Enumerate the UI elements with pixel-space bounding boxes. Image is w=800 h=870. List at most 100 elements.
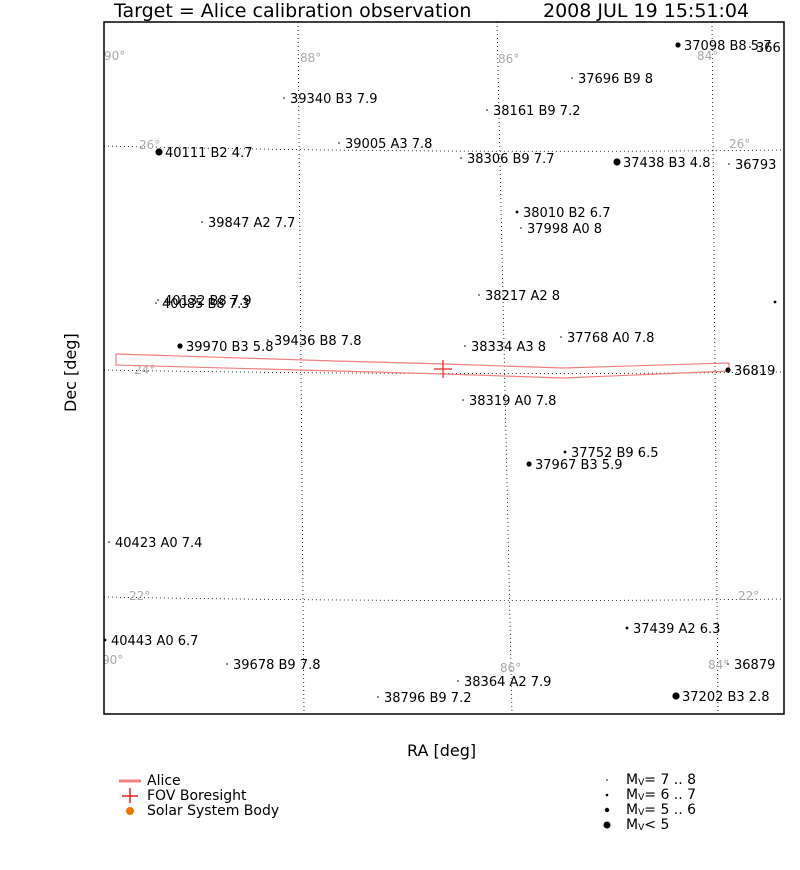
star-label: 38306 B9 7.7	[467, 152, 554, 167]
star-marker	[108, 541, 110, 543]
star-label: 36879	[734, 658, 775, 673]
mag-subscript: V	[638, 777, 645, 788]
star-marker	[377, 696, 379, 698]
star-marker	[526, 461, 532, 467]
mag-range: = 5 .. 6	[644, 801, 697, 818]
grid-line	[711, 22, 719, 714]
legend-label: Solar System Body	[147, 802, 280, 819]
mag-range: < 5	[644, 816, 670, 833]
star-label: 39005 A3 7.8	[345, 137, 432, 152]
grid-line	[104, 596, 784, 601]
star-label: 37967 B3 5.9	[535, 458, 622, 473]
star-marker	[727, 663, 729, 665]
star-marker	[460, 157, 462, 159]
star-marker	[283, 97, 285, 99]
star-marker	[226, 663, 228, 665]
star-marker	[155, 302, 157, 304]
star-marker	[560, 336, 562, 338]
star-label: 38796 B9 7.2	[384, 691, 471, 706]
alice-line-icon	[117, 773, 147, 788]
star-marker	[155, 148, 163, 156]
star-label: 39340 B3 7.9	[290, 92, 377, 107]
ra-grid-label: 90°	[102, 653, 123, 667]
large-dot-icon	[596, 817, 626, 832]
orange-dot-icon	[117, 803, 147, 818]
dec-grid-label: 26°	[139, 138, 160, 152]
plot-title: Target = Alice calibration observation	[114, 0, 472, 22]
star-label: 37098 B8 5.7	[684, 39, 771, 54]
mag-subscript: V	[638, 792, 645, 803]
star-label: 37768 A0 7.8	[567, 331, 654, 346]
star-marker	[625, 626, 629, 630]
star-marker	[728, 163, 730, 165]
legend-item-boresight: FOV Boresight	[117, 787, 279, 804]
star-marker	[672, 692, 680, 700]
coordinate-grid	[104, 22, 784, 714]
star-marker	[462, 399, 464, 401]
star-label: 37696 B9 8	[578, 72, 653, 87]
observation-timestamp: 2008 JUL 19 15:51:04	[543, 0, 750, 22]
mag-subscript: V	[638, 822, 645, 833]
dec-grid-label: 22°	[129, 589, 150, 603]
x-axis-label: RA [deg]	[407, 741, 477, 760]
legend-item-alice: Alice	[117, 773, 279, 789]
star-marker	[157, 299, 159, 301]
star-label: 39847 A2 7.7	[208, 216, 295, 231]
star-label: 39436 B8 7.8	[274, 334, 361, 349]
plot-frame	[103, 21, 785, 715]
star-marker	[464, 345, 466, 347]
star-marker	[177, 343, 183, 349]
star-label: 37439 A2 6.3	[633, 622, 720, 637]
star-marker	[563, 450, 567, 454]
mag-prefix: M	[626, 801, 639, 818]
star-label: 38010 B2 6.7	[523, 206, 610, 221]
star-label: 37752 B9 6.5	[571, 446, 658, 461]
mag-prefix: M	[626, 786, 639, 803]
star-label: 39970 B3 5.8	[186, 340, 273, 355]
alice-fov-outline	[115, 353, 730, 379]
fov-boresight-marker	[434, 360, 452, 378]
mag-subscript: V	[638, 807, 645, 818]
mag-prefix: M	[626, 771, 639, 788]
star-label: 40443 A0 6.7	[111, 634, 198, 649]
star-marker	[571, 77, 573, 79]
ra-grid-label: 90°	[104, 49, 125, 63]
tiny-dot-icon	[596, 772, 626, 787]
star-label: 37202 B3 2.8	[682, 690, 769, 705]
star-label: 40111 B2 4.7	[165, 146, 252, 161]
dec-grid-label: 22°	[738, 589, 759, 603]
legend-item-solar-system-body: Solar System Body	[117, 802, 280, 819]
medium-dot-icon	[596, 802, 626, 817]
star-marker	[457, 680, 459, 682]
star-marker	[773, 300, 777, 304]
mag-prefix: M	[626, 816, 639, 833]
star-marker	[675, 42, 681, 48]
star-label: 38161 B9 7.2	[493, 104, 580, 119]
mag-range: = 6 .. 7	[644, 786, 697, 803]
small-dot-icon	[596, 787, 626, 802]
star-label: 38364 A2 7.9	[464, 675, 551, 690]
legend-label: FOV Boresight	[147, 787, 247, 804]
star-label: 36793	[735, 158, 776, 173]
legend-instruments: Alice FOV Boresight Solar System Body	[117, 773, 280, 819]
star-marker	[267, 339, 269, 341]
star-marker	[520, 227, 522, 229]
star-marker	[749, 46, 751, 48]
star-marker	[613, 158, 621, 166]
star-label: 39678 B9 7.8	[233, 658, 320, 673]
star-label: 366	[756, 41, 781, 56]
dec-grid-label: 26°	[729, 137, 750, 151]
star-label: 38217 A2 8	[485, 289, 560, 304]
ra-grid-label: 84°	[708, 658, 729, 672]
ra-grid-label: 84°	[697, 49, 718, 63]
ra-grid-label: 86°	[500, 661, 521, 675]
star-marker	[486, 109, 488, 111]
star-label: 36819	[734, 364, 775, 379]
